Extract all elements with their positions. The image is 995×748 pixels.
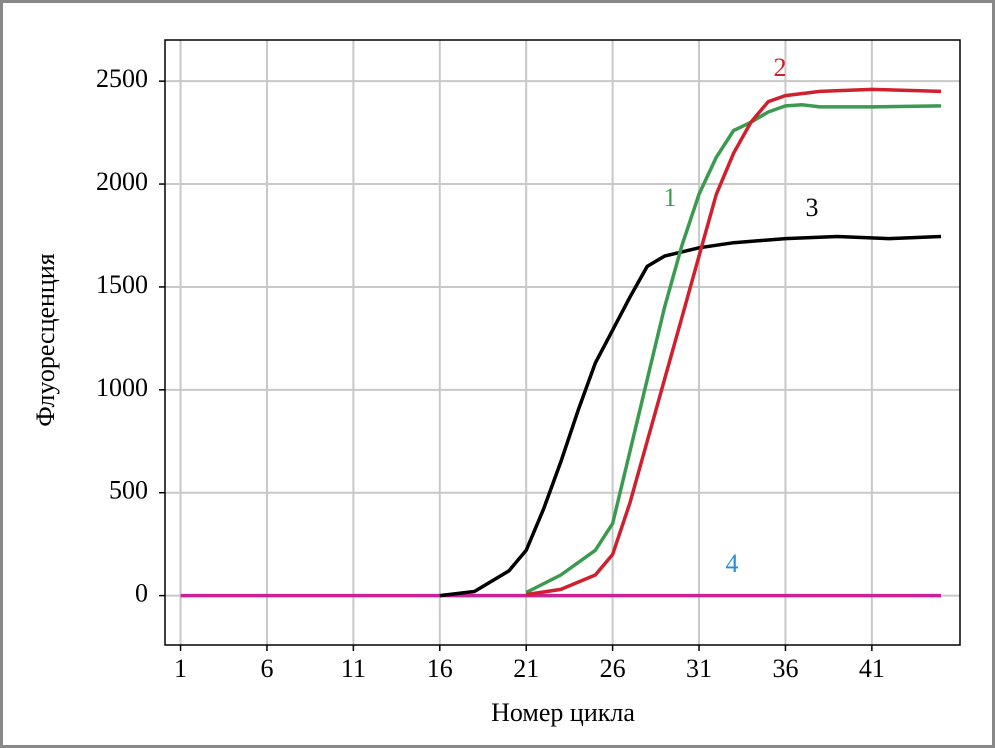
x-tick-label: 11 [341,654,366,683]
x-tick-label: 6 [260,654,273,683]
x-tick-label: 26 [600,654,626,683]
x-tick-label: 1 [174,654,187,683]
x-tick-label: 31 [686,654,712,683]
y-tick-label: 2000 [96,167,148,196]
y-tick-label: 2500 [96,64,148,93]
series-label: 4 [726,549,739,578]
plot-area [165,40,960,645]
x-tick-label: 36 [772,654,798,683]
series-label: 3 [806,193,819,222]
plot-border [164,39,961,646]
y-tick-label: 500 [109,476,148,505]
x-axis-label: Номер цикла [491,698,635,727]
x-tick-label: 41 [859,654,885,683]
y-axis-label: Флуоресценция [31,253,60,426]
y-tick-label: 1500 [96,270,148,299]
x-tick-label: 16 [427,654,453,683]
data-line [439,234,942,598]
x-tick-label: 21 [513,654,539,683]
data-line [525,103,942,595]
y-tick-label: 1000 [96,373,148,402]
series-label: 2 [774,53,787,82]
data-line [525,87,942,597]
y-tick-label: 0 [135,579,148,608]
series-label: 1 [664,183,677,212]
